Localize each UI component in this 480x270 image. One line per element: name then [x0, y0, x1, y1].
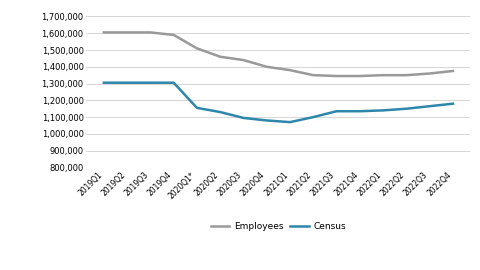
Legend: Employees, Census: Employees, Census [207, 218, 349, 235]
Employees [357, 75, 363, 78]
Census [450, 102, 456, 105]
Line: Employees: Employees [104, 32, 453, 76]
Employees [450, 69, 456, 73]
Employees [380, 73, 386, 77]
Census [334, 110, 339, 113]
Census [380, 109, 386, 112]
Census [147, 81, 153, 84]
Employees [217, 55, 223, 58]
Census [357, 110, 363, 113]
Employees [334, 75, 339, 78]
Census [124, 81, 130, 84]
Census [217, 110, 223, 114]
Census [427, 104, 432, 108]
Employees [124, 31, 130, 34]
Employees [404, 73, 409, 77]
Employees [287, 69, 293, 72]
Employees [264, 65, 270, 68]
Employees [311, 73, 316, 77]
Census [240, 116, 246, 120]
Employees [101, 31, 107, 34]
Employees [171, 33, 177, 36]
Employees [427, 72, 432, 75]
Census [171, 81, 177, 84]
Employees [147, 31, 153, 34]
Employees [194, 47, 200, 50]
Line: Census: Census [104, 83, 453, 122]
Census [311, 116, 316, 119]
Census [194, 106, 200, 110]
Census [404, 107, 409, 110]
Census [287, 120, 293, 124]
Census [101, 81, 107, 84]
Employees [240, 59, 246, 62]
Census [264, 119, 270, 122]
